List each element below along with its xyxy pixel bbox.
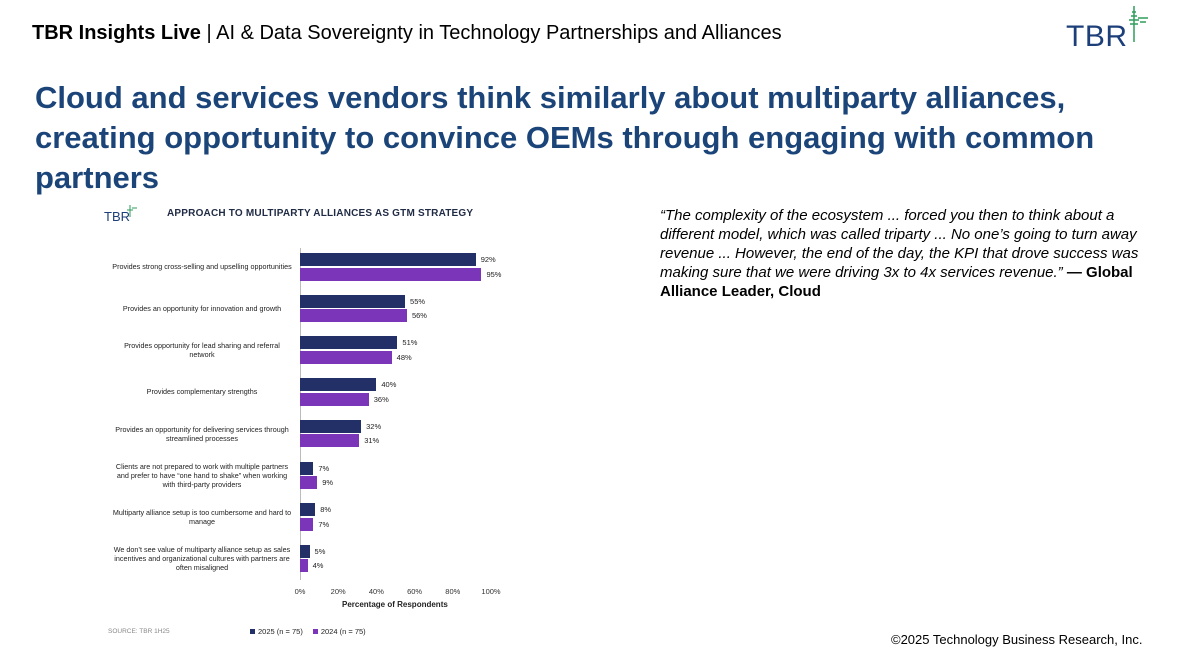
tbr-logo: TBR <box>1066 2 1166 54</box>
quote-block: “The complexity of the ecosystem ... for… <box>660 206 1150 301</box>
legend-swatch-2024 <box>312 629 318 634</box>
x-tick-label: 60% <box>407 587 423 596</box>
bar-value-label: 95% <box>486 269 502 279</box>
bar <box>300 378 377 392</box>
bar-value-label: 32% <box>366 421 382 431</box>
bar <box>300 461 314 475</box>
bar-value-label: 55% <box>410 296 426 306</box>
category-label: Provides an opportunity for delivering s… <box>115 424 289 443</box>
chart-logo-mark-icon <box>127 205 137 217</box>
x-tick-label: 20% <box>330 587 346 596</box>
bar <box>300 392 369 406</box>
slide-header: TBR Insights Live | AI & Data Sovereignt… <box>32 22 782 45</box>
header-separator: | <box>200 22 217 44</box>
bar <box>300 267 482 281</box>
chart-logo: TBR <box>104 205 137 224</box>
bar-chart: TBR APPROACH TO MULTIPARTY ALLIANCES AS … <box>100 203 520 643</box>
bar <box>300 294 406 308</box>
category-label: We don’t see value of multiparty allianc… <box>113 545 291 573</box>
bar-value-label: 48% <box>396 352 412 362</box>
category-label: Multiparty alliance setup is too cumbers… <box>112 507 292 526</box>
x-tick-label: 80% <box>445 587 461 596</box>
bar <box>300 517 314 531</box>
chart-logo-text: TBR <box>104 209 130 224</box>
bar-value-label: 92% <box>480 255 496 264</box>
x-tick-label: 40% <box>368 587 384 596</box>
legend-swatch-2025 <box>250 629 255 634</box>
category-label: Provides strong cross-selling and upsell… <box>112 262 292 272</box>
x-tick-label: 100% <box>481 587 501 596</box>
bar <box>300 419 362 433</box>
chart-axis-line <box>300 248 301 580</box>
bar <box>300 350 392 364</box>
header-subtitle: AI & Data Sovereignty in Technology Part… <box>216 22 782 44</box>
legend-label-2024: 2024 (n = 75) <box>320 627 366 636</box>
bar <box>300 336 398 350</box>
bar-value-label: 7% <box>318 463 330 473</box>
bar-value-label: 4% <box>312 561 324 571</box>
chart-title: APPROACH TO MULTIPARTY ALLIANCES AS GTM … <box>167 208 474 219</box>
chart-source: SOURCE: TBR 1H25 <box>108 628 170 635</box>
legend-label-2025: 2025 (n = 75) <box>258 627 303 636</box>
bar <box>300 434 360 448</box>
bar <box>300 559 308 573</box>
bar <box>300 544 310 558</box>
x-axis-title: Percentage of Respondents <box>342 600 448 609</box>
slide-title: Cloud and services vendors think similar… <box>35 80 1095 195</box>
category-label: Provides complementary strengths <box>146 387 258 397</box>
bar-value-label: 5% <box>314 546 326 556</box>
bar <box>300 503 316 517</box>
bar-value-label: 36% <box>373 394 389 404</box>
bar-value-label: 40% <box>381 380 397 390</box>
chart-legend: 2025 (n = 75) 2024 (n = 75) <box>250 627 366 636</box>
copyright: ©2025 Technology Business Research, Inc. <box>891 632 1143 647</box>
quote-attribution: — Global Alliance Leader, Cloud <box>660 264 1133 300</box>
bar-value-label: 9% <box>322 478 334 487</box>
bar-value-label: 51% <box>402 338 418 348</box>
header-brand: TBR Insights Live <box>32 22 201 44</box>
bar-value-label: 31% <box>364 436 380 446</box>
legend-item-2024: 2024 (n = 75) <box>312 627 366 636</box>
bar <box>300 309 407 323</box>
category-label: Clients are not prepared to work with mu… <box>115 461 289 489</box>
quote-text: “The complexity of the ecosystem ... for… <box>660 207 1139 281</box>
bar-value-label: 8% <box>320 505 332 515</box>
bar <box>300 476 318 489</box>
x-tick-label: 0% <box>294 587 306 596</box>
bar-value-label: 56% <box>411 311 427 321</box>
bar <box>300 253 476 266</box>
bar-value-label: 7% <box>318 519 330 529</box>
legend-item-2025: 2025 (n = 75) <box>250 627 303 636</box>
category-label: Provides opportunity for lead sharing an… <box>124 341 280 360</box>
tbr-logo-text: TBR <box>1066 20 1128 53</box>
tbr-logo-mark-icon <box>1129 6 1148 42</box>
category-label: Provides an opportunity for innovation a… <box>122 303 282 313</box>
